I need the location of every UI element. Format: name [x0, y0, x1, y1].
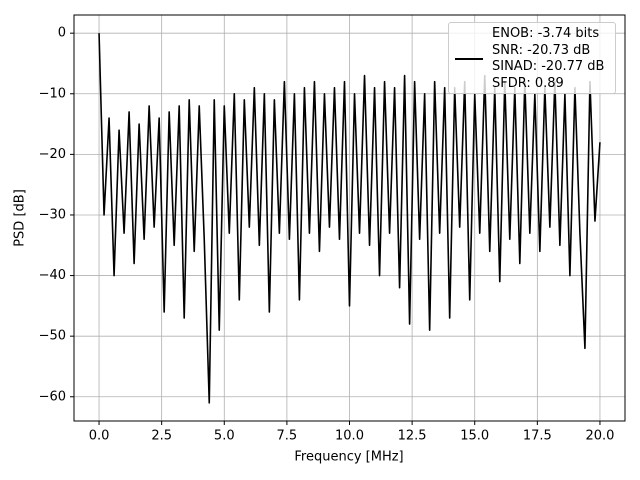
y-tick-label: −10: [39, 86, 66, 101]
x-tick-label: 7.5: [277, 429, 298, 444]
y-axis-label: PSD [dB]: [13, 189, 28, 247]
y-tick-label: −20: [39, 147, 66, 162]
legend-label: ENOB: -3.74 bits SNR: -20.73 dB SINAD: -…: [492, 26, 605, 91]
plot-frame: [73, 14, 626, 422]
x-tick-label: 2.5: [151, 429, 172, 444]
x-tick-label: 5.0: [214, 429, 235, 444]
x-tick-label: 10.0: [335, 429, 364, 444]
x-axis-label: Frequency [MHz]: [294, 450, 403, 465]
x-tick-label: 15.0: [460, 429, 489, 444]
x-tick-label: 0.0: [89, 429, 110, 444]
y-tick-label: −60: [39, 389, 66, 404]
y-tick-label: −30: [39, 207, 66, 222]
y-tick-label: 0: [58, 26, 66, 41]
x-tick-label: 12.5: [398, 429, 427, 444]
x-tick-label: 20.0: [585, 429, 614, 444]
y-tick-label: −50: [39, 329, 66, 344]
psd-line: [98, 33, 601, 404]
legend-swatch: [455, 58, 483, 60]
y-tick-label: −40: [39, 268, 66, 283]
x-tick-label: 17.5: [523, 429, 552, 444]
legend: ENOB: -3.74 bits SNR: -20.73 dB SINAD: -…: [448, 22, 616, 94]
